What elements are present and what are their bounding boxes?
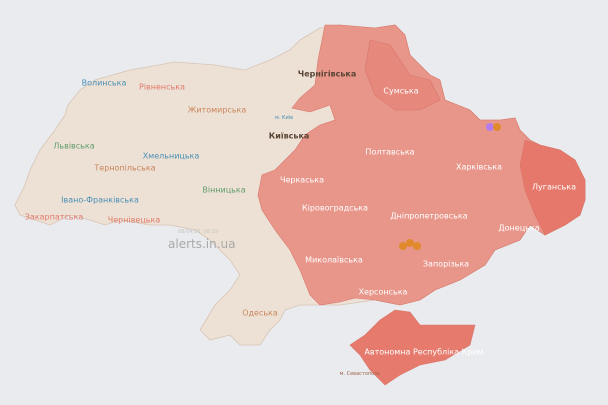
region-label: Херсонська [358,287,408,297]
threat-icons [399,123,501,250]
region-label: Миколаївська [305,255,363,265]
region-label: Тернопільська [94,163,156,173]
region-label: м. Київ [274,115,294,121]
alert-area-east[interactable] [257,24,586,306]
region-label: Дніпропетровська [390,211,468,221]
region-label: Житомирська [187,105,247,115]
region-label: Черкаська [279,175,325,185]
region-label: Закарпатська [24,212,84,222]
region-label: м. Севастополь [339,371,381,377]
region-luhanska[interactable] [519,139,586,236]
region-label: Чернівецька [107,215,161,225]
region-label: Одеська [242,308,278,318]
region-label: Вінницька [202,185,246,195]
region-label: Автономна Республіка Крим [364,347,484,357]
region-label: Донецька [498,223,540,233]
region-label: Волинська [81,78,127,88]
drone-threat-icon[interactable] [486,123,494,131]
region-label: Львівська [53,141,95,151]
drone-threat-icon[interactable] [399,242,407,250]
region-label: Кіровоградська [301,203,369,213]
region-label: Полтавська [365,147,415,157]
region-label: Харківська [455,162,503,172]
region-label: Чернігівська [297,69,357,79]
site-watermark: alerts.in.ua [168,237,236,251]
region-label: Сумська [383,86,419,96]
region-label: Луганська [532,182,576,192]
drone-threat-icon[interactable] [493,123,501,131]
region-label: Запорізька [422,259,470,269]
alert-regions [257,24,586,386]
timestamp: 08/04/26, 08:19 [178,229,219,235]
region-label: Івано-Франківська [61,195,139,205]
region-sumska[interactable] [364,39,441,111]
drone-threat-icon[interactable] [406,239,414,247]
region-label: Київська [268,131,310,141]
region-label: Рівненська [139,82,185,92]
region-crimea[interactable] [349,309,476,386]
region-label: Хмельницька [142,151,200,161]
drone-threat-icon[interactable] [413,242,421,250]
